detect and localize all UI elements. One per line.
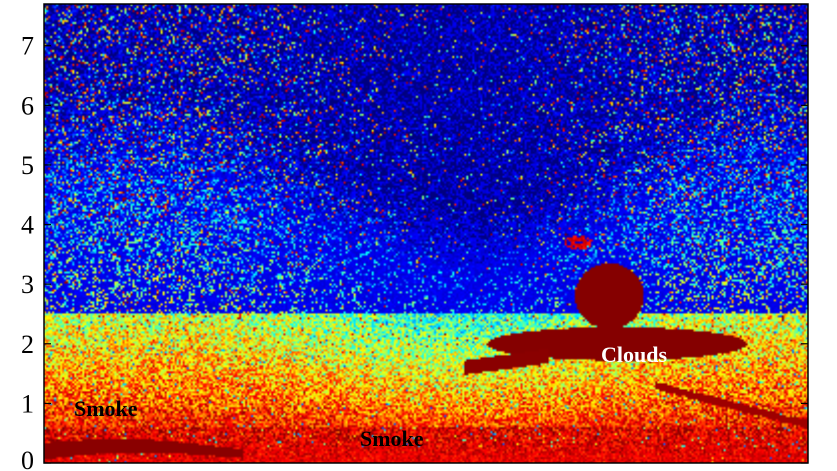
smoke-label-left: Smoke bbox=[74, 396, 138, 421]
plot-frame bbox=[43, 3, 809, 464]
y-tick-label: 1 bbox=[21, 389, 34, 418]
y-tick-labels: 0 1 2 3 4 5 6 7 bbox=[21, 32, 34, 471]
smoke-label-center: Smoke bbox=[360, 426, 424, 451]
y-tick-label: 0 bbox=[21, 446, 34, 471]
y-tick-label: 7 bbox=[21, 32, 34, 61]
heatmap-image bbox=[44, 4, 808, 463]
y-tick-label: 5 bbox=[21, 151, 34, 180]
axis-ticks bbox=[44, 45, 808, 464]
y-tick-label: 6 bbox=[21, 91, 34, 120]
y-tick-label: 3 bbox=[21, 270, 34, 299]
y-tick-label: 2 bbox=[21, 330, 34, 359]
y-tick-label: 4 bbox=[21, 211, 34, 240]
annotations: Smoke Smoke Clouds bbox=[74, 342, 667, 451]
clouds-label: Clouds bbox=[601, 342, 667, 367]
